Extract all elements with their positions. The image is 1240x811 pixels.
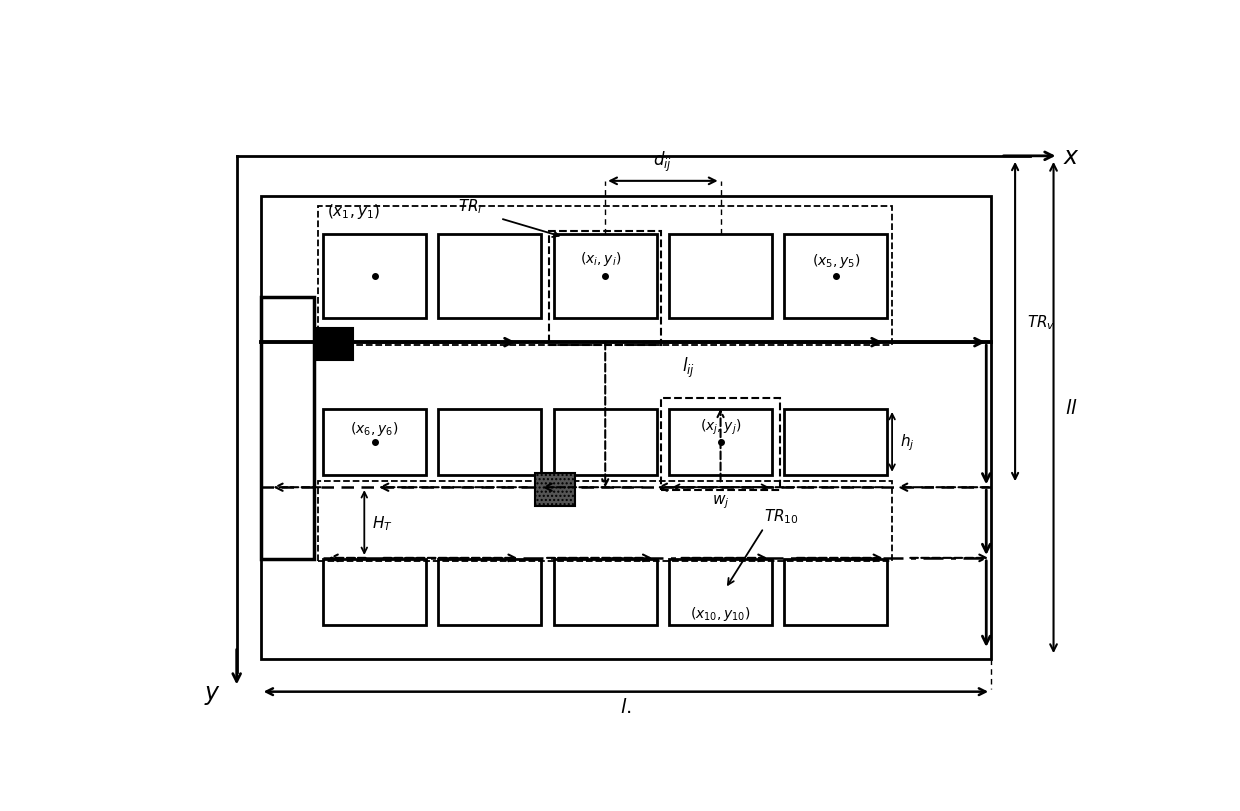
Bar xyxy=(324,410,427,475)
Text: $d_{ij}$: $d_{ij}$ xyxy=(653,150,672,174)
Bar xyxy=(439,560,542,625)
Bar xyxy=(324,560,427,625)
Text: $(x_{10}, y_{10})$: $(x_{10}, y_{10})$ xyxy=(691,605,751,623)
Bar xyxy=(324,234,427,319)
Bar xyxy=(785,560,888,625)
Text: $H_T$: $H_T$ xyxy=(372,513,393,532)
Bar xyxy=(260,197,991,659)
Text: $(x_5, y_5)$: $(x_5, y_5)$ xyxy=(812,251,861,269)
Text: $(x_6, y_6)$: $(x_6, y_6)$ xyxy=(351,419,399,437)
Bar xyxy=(439,410,542,475)
Text: $TR_v$: $TR_v$ xyxy=(1027,313,1055,332)
Bar xyxy=(319,207,892,345)
Text: $h_j$: $h_j$ xyxy=(900,432,914,453)
Text: $ll$: $ll$ xyxy=(1065,398,1078,418)
Bar xyxy=(260,297,314,560)
Text: $TR_i$: $TR_i$ xyxy=(459,197,484,216)
Bar xyxy=(319,482,892,561)
Bar xyxy=(316,329,353,360)
Bar xyxy=(661,399,780,491)
Bar xyxy=(554,560,657,625)
Bar xyxy=(549,232,661,345)
Text: $y$: $y$ xyxy=(205,682,221,706)
Bar xyxy=(670,410,773,475)
Bar xyxy=(785,410,888,475)
Bar xyxy=(554,410,657,475)
Text: $(x_i, y_i)$: $(x_i, y_i)$ xyxy=(580,250,621,268)
Text: $l_{ij}$: $l_{ij}$ xyxy=(682,355,696,380)
Text: $x$: $x$ xyxy=(1063,144,1080,169)
Text: $l.$: $l.$ xyxy=(620,697,631,716)
Bar xyxy=(439,234,542,319)
Bar xyxy=(534,474,575,506)
Bar xyxy=(670,234,773,319)
Text: $(x_j, y_j)$: $(x_j, y_j)$ xyxy=(699,417,742,436)
Text: $w_j$: $w_j$ xyxy=(712,492,729,510)
Bar xyxy=(785,234,888,319)
Text: $TR_{10}$: $TR_{10}$ xyxy=(764,506,799,525)
Text: $(x_1, y_1)$: $(x_1, y_1)$ xyxy=(327,202,379,221)
Bar xyxy=(554,234,657,319)
Bar xyxy=(670,560,773,625)
